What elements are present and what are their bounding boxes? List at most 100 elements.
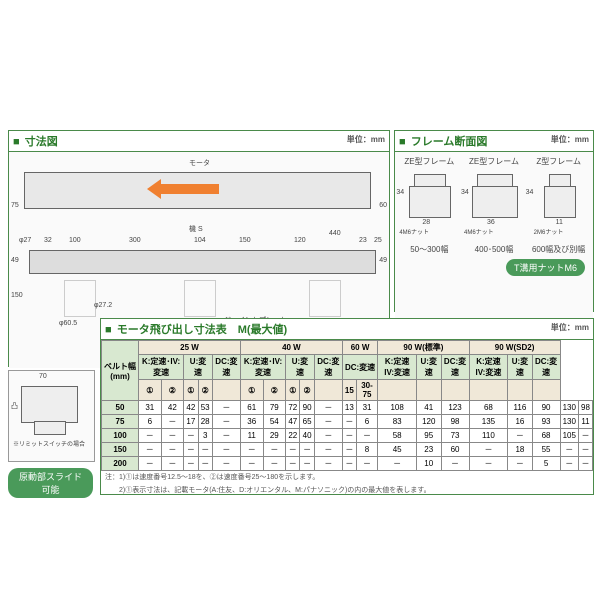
mt-cell: － <box>578 443 592 457</box>
slide-note: ※リミットスイッチの場合 <box>13 439 85 448</box>
mt-cell: 28 <box>198 415 212 429</box>
mt-cell: － <box>161 415 184 429</box>
mt-cell: 13 <box>342 401 356 415</box>
dim-d2: 32 <box>44 237 52 244</box>
mt-cell: 11 <box>578 415 592 429</box>
mt-bw-4: 200 <box>102 457 139 471</box>
mt-cell: － <box>184 429 198 443</box>
mt-cell: 18 <box>508 443 532 457</box>
direction-arrow <box>159 184 219 194</box>
mt-speed-5: ① <box>240 380 263 401</box>
cross-section-panel: フレーム断面図 単位：mm ZE型フレーム 34 28 4M6ナット 50～30… <box>394 130 594 312</box>
mt-cell: 10 <box>417 457 441 471</box>
mt-cell: － <box>342 415 356 429</box>
mt-cell: 5 <box>532 457 560 471</box>
cs-title: フレーム断面図 単位：mm <box>395 131 593 152</box>
mt-cell: － <box>342 457 356 471</box>
mt-s4: U:変速 <box>286 355 315 380</box>
leg-2 <box>184 280 216 317</box>
mt-cell: － <box>198 457 212 471</box>
dim-d10: 25 <box>374 237 382 244</box>
leg-1 <box>64 280 96 317</box>
mt-s6: DC:変速 <box>342 355 377 380</box>
cs-f0-shape: 34 28 4M6ナット <box>404 169 454 239</box>
mt-cell: － <box>240 457 263 471</box>
mt-cell: － <box>161 457 184 471</box>
mt-speed-7: ① <box>286 380 300 401</box>
cs-nut-tag: T溝用ナットM6 <box>506 259 585 276</box>
mt-cell: － <box>263 443 286 457</box>
mt-cell: 130 <box>560 401 578 415</box>
mt-body: ベルト幅 (mm) 25 W 40 W 60 W 90 W(標準) 90 W(S… <box>101 340 593 497</box>
mt-s5: DC:変速 <box>314 355 342 380</box>
cs-unit: 単位：mm <box>551 134 589 145</box>
mt-s0: K:定速･IV:変速 <box>139 355 184 380</box>
mt-cell: 90 <box>532 401 560 415</box>
mt-cell: 90 <box>300 401 314 415</box>
slide-l: 凸 <box>11 401 18 411</box>
table-row: 100－－－3－11292240－－－589573110－68105－ <box>102 429 593 443</box>
cs-f1-width: 400･500幅 <box>463 244 525 255</box>
mt-cell: － <box>139 457 162 471</box>
mt-cell: － <box>356 457 377 471</box>
main-title-text: 寸法図 <box>25 136 58 148</box>
mt-cell: 135 <box>469 415 508 429</box>
cs-f1-nut: 4M6ナット <box>464 227 494 236</box>
dim-d8: 440 <box>329 230 341 237</box>
motor-table: ベルト幅 (mm) 25 W 40 W 60 W 90 W(標準) 90 W(S… <box>101 340 593 471</box>
cs-tag-wrap: T溝用ナットM6 <box>397 259 591 276</box>
mt-cell: － <box>212 401 240 415</box>
main-diagram-title: 寸法図 単位：mm <box>9 131 389 152</box>
mt-cell: 83 <box>378 415 417 429</box>
cs-f0-nut: 4M6ナット <box>399 227 429 236</box>
mt-s1: U:変速 <box>184 355 213 380</box>
cs-f1-w: 36 <box>487 219 495 226</box>
mt-s3: K:定速･IV:変速 <box>240 355 285 380</box>
mt-cell: － <box>212 415 240 429</box>
mt-cell: 55 <box>532 443 560 457</box>
mt-unit: 単位：mm <box>551 322 589 333</box>
cs-f2-shape: 34 11 2M6ナット <box>534 169 584 239</box>
slide-shape2 <box>34 421 66 435</box>
mt-cell: 23 <box>417 443 441 457</box>
mt-cell: － <box>469 443 508 457</box>
mt-cell: 95 <box>417 429 441 443</box>
mt-cell: 93 <box>532 415 560 429</box>
mt-cell: 110 <box>469 429 508 443</box>
mt-cell: － <box>212 429 240 443</box>
mt-cell: 54 <box>263 415 286 429</box>
mt-cell: － <box>342 429 356 443</box>
motor-table-panel: モータ飛び出し寸法表 M(最大値) 単位：mm ベルト幅 (mm) 25 W 4… <box>100 318 594 495</box>
mt-cell: 61 <box>240 401 263 415</box>
mt-speed-9 <box>314 380 342 401</box>
mt-cell: 130 <box>560 415 578 429</box>
mt-cell: － <box>314 457 342 471</box>
table-row: 756－1728－36544765－－68312098135169313011 <box>102 415 593 429</box>
mt-cell: 6 <box>356 415 377 429</box>
cs-f1-h: 34 <box>461 189 469 196</box>
mt-speed-17 <box>532 380 560 401</box>
dim-d3: 100 <box>69 237 81 244</box>
cs-body: ZE型フレーム 34 28 4M6ナット 50～300幅 ZE型フレーム 34 … <box>395 152 593 321</box>
mt-cell: 47 <box>286 415 300 429</box>
mt-bw-3: 150 <box>102 443 139 457</box>
cs-f1-label: ZE型フレーム <box>463 156 525 167</box>
mt-s9: DC:変速 <box>441 355 469 380</box>
mt-s8: U:変速 <box>417 355 441 380</box>
mt-cell: 60 <box>441 443 469 457</box>
mt-cell: － <box>314 429 342 443</box>
mt-s11: U:変速 <box>508 355 532 380</box>
mt-cell: － <box>469 457 508 471</box>
mt-cell: － <box>560 457 578 471</box>
dim-d11b: 49 <box>379 257 387 264</box>
mt-speed-13 <box>417 380 441 401</box>
mt-cell: － <box>578 457 592 471</box>
cs-f2-label: Z型フレーム <box>528 156 590 167</box>
mt-pg-3: 90 W(標準) <box>378 341 469 355</box>
mt-title-text: モータ飛び出し寸法表 M(最大値) <box>117 324 288 336</box>
mt-cell: 3 <box>198 429 212 443</box>
mt-cell: － <box>508 457 532 471</box>
mt-cell: 11 <box>240 429 263 443</box>
mt-speed-row: ①②①②①②①②1530-75 <box>102 380 593 401</box>
mt-s2: DC:変速 <box>212 355 240 380</box>
